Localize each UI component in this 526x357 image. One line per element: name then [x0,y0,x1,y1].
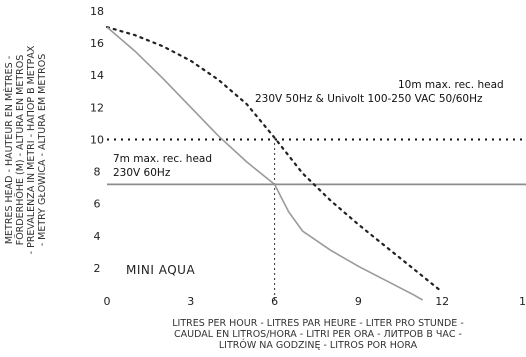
model-label: MINI AQUA [126,263,195,277]
x-axis-label-line-2: LITRÓW NA GODZINĘ - LITROS POR HORA [219,339,418,351]
y-axis-label-line-0: METRES HEAD - HAUTEUR EN MÈTRES - [3,56,15,244]
x-tick-12: 12 [435,295,449,308]
reference-label-0-0: 10m max. rec. head [398,79,504,91]
series-curve-1 [106,26,424,301]
reference-label-1-1: 230V 60Hz [113,167,171,179]
x-axis-label: LITRES PER HOUR - LITRES PAR HEURE - LIT… [172,318,464,351]
y-tick-12: 12 [90,101,104,114]
x-axis-label-line-0: LITRES PER HOUR - LITRES PAR HEURE - LIT… [172,318,464,329]
x-tick-9: 9 [355,295,362,308]
series-curve-0 [105,26,444,294]
y-axis-label: METRES HEAD - HAUTEUR EN MÈTRES - FÖRDERH… [3,45,48,254]
y-axis-label-line-3: - METRY GŁOWICA - ALTURA EM METROS [37,54,48,247]
y-tick-8: 8 [94,166,101,179]
y-tick-10: 10 [90,133,104,146]
y-axis-label-line-2: - PREVALENZA IN METRI - НАПОР В МЕТРАХ [26,45,37,254]
x-tick-15: 15 [519,295,526,308]
x-tick-0: 0 [104,295,111,308]
reference-label-0-1: 230V 50Hz & Univolt 100-250 VAC 50/60Hz [255,93,483,105]
reference-label-1-0: 7m max. rec. head [113,153,212,165]
y-tick-4: 4 [94,230,101,243]
tick-labels: 2 4 6 8 10 12 14 16 18 0 3 6 9 12 15 [90,5,526,308]
y-axis-label-line-1: FÖRDERHÖHE (M) - ALTURA EN METROS [15,55,26,246]
x-axis-label-line-1: CAUDAL EN LITROS/HORA - LITRI PER ORA - … [174,329,462,340]
y-tick-16: 16 [90,37,104,50]
plot-area: 10m max. rec. head 230V 50Hz & Univolt 10… [105,26,526,301]
x-tick-6: 6 [271,295,278,308]
y-tick-6: 6 [94,198,101,211]
x-tick-3: 3 [187,295,194,308]
y-tick-2: 2 [94,262,101,275]
y-tick-18: 18 [90,5,104,18]
y-tick-14: 14 [90,69,104,82]
